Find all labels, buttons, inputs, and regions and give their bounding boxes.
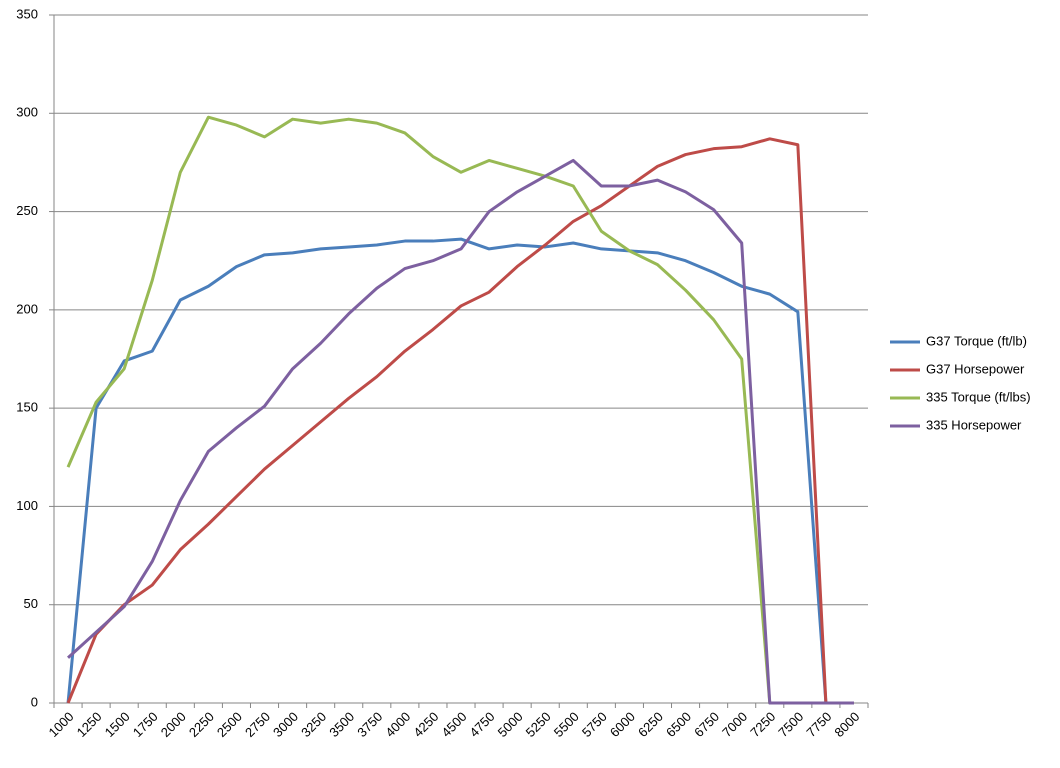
x-tick-label: 6250 <box>635 709 666 740</box>
series-line <box>66 137 854 705</box>
y-tick-label: 150 <box>16 400 38 415</box>
x-tick-label: 3250 <box>298 709 329 740</box>
x-tick-label: 2750 <box>242 709 273 740</box>
x-tick-label: 7750 <box>803 709 834 740</box>
legend-label: G37 Torque (ft/lb) <box>926 333 1027 348</box>
x-tick-label: 3750 <box>354 709 385 740</box>
x-tick-label: 2500 <box>214 709 245 740</box>
x-tick-label: 7250 <box>747 709 778 740</box>
x-tick-label: 7000 <box>719 709 750 740</box>
legend-label: 335 Horsepower <box>926 417 1022 432</box>
x-tick-label: 4250 <box>410 709 441 740</box>
x-tick-label: 4000 <box>382 709 413 740</box>
series-line <box>66 237 854 705</box>
series-line <box>66 115 854 705</box>
y-tick-label: 50 <box>24 596 38 611</box>
x-tick-label: 8000 <box>831 709 862 740</box>
x-tick-label: 5250 <box>523 709 554 740</box>
x-tick-label: 3500 <box>326 709 357 740</box>
x-tick-label: 3000 <box>270 709 301 740</box>
legend-label: G37 Horsepower <box>926 361 1025 376</box>
x-tick-label: 2250 <box>186 709 217 740</box>
y-tick-label: 0 <box>31 694 38 709</box>
x-tick-label: 2000 <box>158 709 189 740</box>
x-tick-label: 1000 <box>46 709 77 740</box>
series-line <box>67 158 854 705</box>
x-tick-label: 1500 <box>102 709 133 740</box>
x-tick-label: 1250 <box>74 709 105 740</box>
x-tick-label: 6750 <box>691 709 722 740</box>
x-tick-label: 5750 <box>579 709 610 740</box>
y-tick-label: 100 <box>16 498 38 513</box>
legend-label: 335 Torque (ft/lbs) <box>926 389 1031 404</box>
y-tick-label: 250 <box>16 203 38 218</box>
x-tick-label: 6500 <box>663 709 694 740</box>
x-tick-label: 1750 <box>130 709 161 740</box>
x-tick-label: 4500 <box>438 709 469 740</box>
x-tick-label: 7500 <box>775 709 806 740</box>
x-tick-label: 5500 <box>551 709 582 740</box>
x-tick-label: 6000 <box>607 709 638 740</box>
x-tick-label: 5000 <box>495 709 526 740</box>
x-tick-label: 4750 <box>467 709 498 740</box>
y-tick-label: 300 <box>16 105 38 120</box>
y-tick-label: 200 <box>16 301 38 316</box>
y-tick-label: 350 <box>16 6 38 21</box>
